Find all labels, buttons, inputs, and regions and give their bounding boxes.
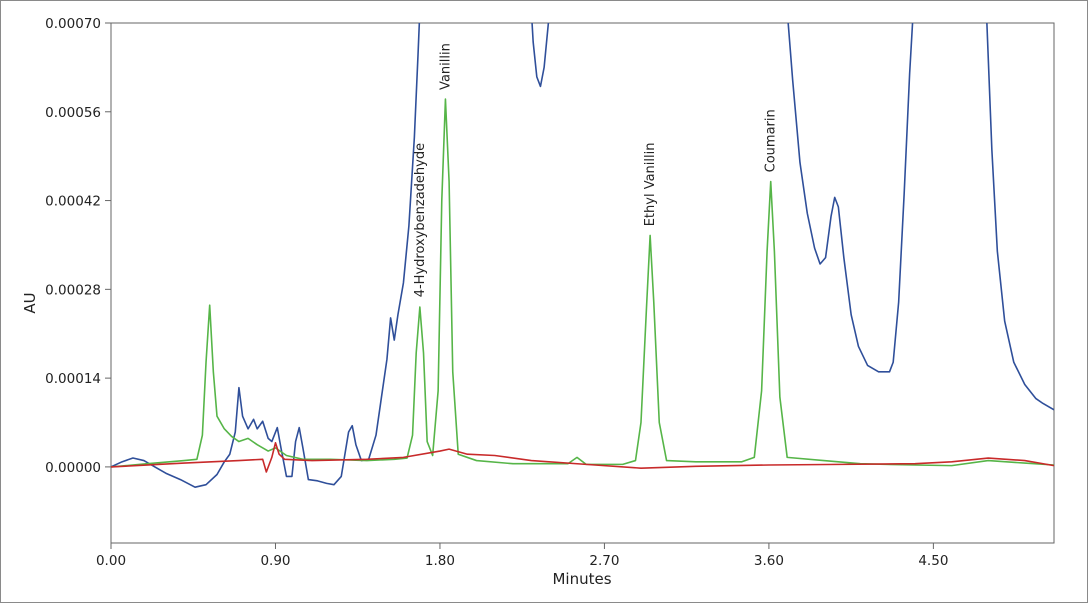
y-tick-label: 0.00000 [45,460,101,476]
x-tick-label: 0.00 [96,553,126,569]
y-tick-label: 0.00070 [45,16,101,32]
series-line-1 [111,23,1054,488]
y-tick-label: 0.00042 [45,194,101,210]
y-tick-label: 0.00056 [45,105,101,121]
plot-area [110,22,1055,544]
y-tick-label: 0.00014 [45,371,101,387]
series-line-2 [111,98,1054,468]
series-line-3 [111,442,1054,473]
y-tick-label: 0.00028 [45,282,101,298]
y-axis-label: AU [21,292,39,313]
peak-labels: 4-Hydroxybenzadehyde Vanillin Ethyl Vanill… [413,43,779,297]
x-axis-label: Minutes [552,570,611,588]
x-tick-label: 1.80 [425,553,455,569]
peak-label: Coumarin [764,109,779,172]
y-axis: 0.00000 0.00014 0.00028 0.00042 0.00056 0.000… [45,16,111,476]
x-tick-label: 2.70 [589,553,619,569]
x-tick-label: 4.50 [918,553,948,569]
x-axis: 0.00 0.90 1.80 2.70 3.60 4.50 [96,543,948,569]
peak-label: 4-Hydroxybenzadehyde [413,143,428,297]
peak-label: Ethyl Vanillin [643,143,658,227]
series-layer [111,23,1054,488]
peak-label: Vanillin [438,43,453,90]
x-tick-label: 0.90 [260,553,290,569]
x-tick-label: 3.60 [754,553,784,569]
